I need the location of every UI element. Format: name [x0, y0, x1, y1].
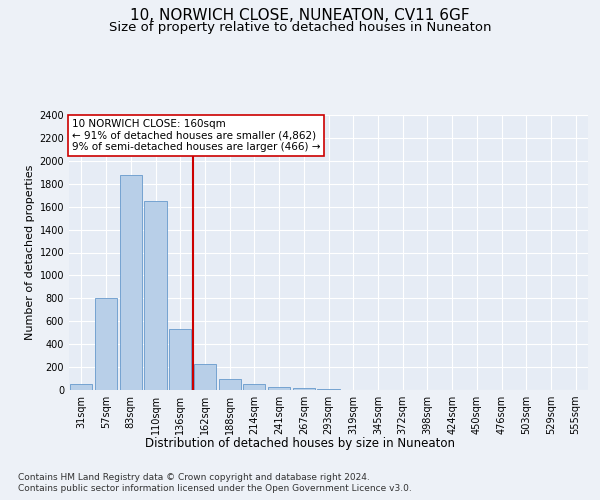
Text: Size of property relative to detached houses in Nuneaton: Size of property relative to detached ho… [109, 21, 491, 34]
Bar [243, 384, 265, 390]
Bar [293, 388, 315, 390]
Bar [169, 330, 191, 390]
Text: Distribution of detached houses by size in Nuneaton: Distribution of detached houses by size … [145, 438, 455, 450]
Text: 10, NORWICH CLOSE, NUNEATON, CV11 6GF: 10, NORWICH CLOSE, NUNEATON, CV11 6GF [130, 8, 470, 22]
Text: 10 NORWICH CLOSE: 160sqm
← 91% of detached houses are smaller (4,862)
9% of semi: 10 NORWICH CLOSE: 160sqm ← 91% of detach… [71, 119, 320, 152]
Bar [70, 384, 92, 390]
Bar [194, 364, 216, 390]
Bar [95, 298, 117, 390]
Y-axis label: Number of detached properties: Number of detached properties [25, 165, 35, 340]
Bar [119, 175, 142, 390]
Bar [317, 389, 340, 390]
Bar [268, 386, 290, 390]
Text: Contains public sector information licensed under the Open Government Licence v3: Contains public sector information licen… [18, 484, 412, 493]
Bar [145, 201, 167, 390]
Bar [218, 378, 241, 390]
Text: Contains HM Land Registry data © Crown copyright and database right 2024.: Contains HM Land Registry data © Crown c… [18, 472, 370, 482]
